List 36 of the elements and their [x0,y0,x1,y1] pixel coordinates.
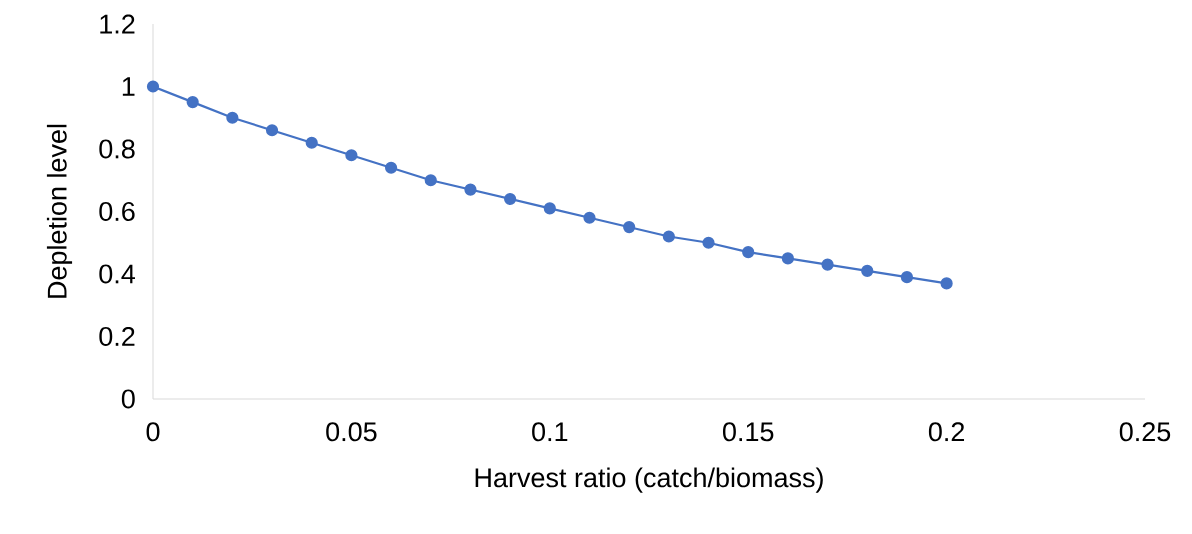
y-tick-label: 0.2 [99,326,135,347]
point [940,277,953,290]
point [543,202,556,215]
point [186,96,199,109]
point [821,258,834,271]
point [742,246,755,259]
point [861,264,874,277]
x-tick-label: 0.15 [723,422,774,442]
y-tick-label: 1 [122,77,135,96]
y-tick-label: 1.2 [100,14,135,34]
point [702,236,715,249]
point [900,271,914,284]
x-tick-label: 0.05 [326,422,377,442]
x-axis-title: Harvest ratio (catch/biomass) [475,467,823,493]
point [424,174,437,187]
y-tick-label: 0.8 [99,139,135,159]
x-tick-label: 0 [146,422,160,442]
point [384,161,398,174]
point [305,136,318,149]
point [504,192,517,206]
y-tick-label: 0.4 [99,264,135,284]
point [226,111,239,124]
point [464,183,477,196]
point [146,80,160,93]
point [781,252,794,265]
point [345,149,358,162]
x-tick-label: 0.25 [1119,422,1171,442]
x-tick-label: 0.2 [928,422,965,442]
point [583,211,596,224]
y-tick-label: 0 [121,389,135,409]
point [662,230,675,243]
point [623,221,636,234]
point [265,124,279,137]
x-tick-label: 0.1 [532,422,568,442]
y-tick-label: 0.6 [99,201,135,222]
y-axis-title: Depletion level [46,124,73,298]
